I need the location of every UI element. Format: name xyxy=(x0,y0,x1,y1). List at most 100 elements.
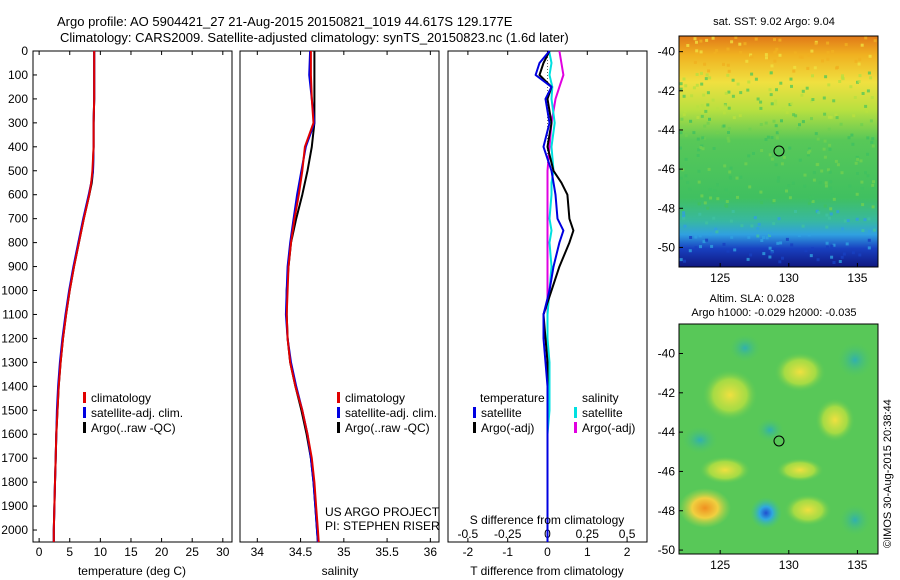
map-y-tick-label: -44 xyxy=(658,123,676,137)
sst-pixel xyxy=(774,124,778,128)
sst-pixel xyxy=(745,59,749,63)
sst-pixel xyxy=(811,196,815,200)
sla-blob xyxy=(774,352,826,392)
legend-label-t-argo: Argo(-adj) xyxy=(481,421,534,435)
sst-pixel xyxy=(710,244,714,248)
sst-pixel xyxy=(760,201,764,205)
map-y-tick-label: -48 xyxy=(658,504,676,518)
sst-pixel xyxy=(776,241,780,245)
sst-pixel xyxy=(770,64,774,68)
sst-pixel xyxy=(825,241,829,245)
sst-pixel xyxy=(806,66,810,70)
sst-pixel xyxy=(679,176,683,180)
x-tick-label: -1 xyxy=(502,545,513,559)
sst-pixel xyxy=(856,172,859,175)
sst-pixel xyxy=(809,254,813,258)
sst-pixel xyxy=(729,192,733,196)
sla-map-subtitle: Argo h1000: -0.029 h2000: -0.035 xyxy=(691,307,856,319)
sst-pixel xyxy=(861,92,865,95)
sst-pixel xyxy=(756,234,760,238)
sst-pixel xyxy=(724,204,728,207)
sst-pixel xyxy=(682,113,686,117)
sst-pixel xyxy=(704,109,708,113)
y-tick-label: 1600 xyxy=(1,427,28,441)
sst-pixel xyxy=(679,87,683,91)
sst-pixel xyxy=(779,241,783,245)
legend-swatch-t-argo xyxy=(473,422,476,433)
sst-pixel xyxy=(825,213,829,217)
sst-pixel xyxy=(835,116,839,120)
y-tick-label: 200 xyxy=(8,92,28,106)
sst-pixel xyxy=(856,80,859,84)
sst-pixel xyxy=(700,194,704,198)
sst-pixel xyxy=(699,50,703,54)
sst-pixel xyxy=(768,232,772,236)
legend-label-s-argo: Argo(-adj) xyxy=(582,421,635,435)
sst-pixel xyxy=(706,121,710,125)
sst-pixel xyxy=(860,187,864,190)
sst-pixel xyxy=(871,144,875,148)
sst-pixel xyxy=(762,236,765,239)
sst-pixel xyxy=(806,153,810,157)
sst-pixel xyxy=(727,131,730,134)
sst-pixel xyxy=(811,247,814,250)
sst-pixel xyxy=(730,40,734,44)
sst-pixel xyxy=(824,184,828,188)
sst-pixel xyxy=(715,49,719,52)
sst-pixel xyxy=(730,235,734,239)
map-x-tick-label: 135 xyxy=(847,271,867,285)
temperature-profiles xyxy=(52,51,96,542)
sst-pixel xyxy=(847,136,851,140)
sst-pixel xyxy=(836,163,840,167)
sst-pixel xyxy=(682,211,686,215)
sst-pixel xyxy=(820,108,824,112)
sst-pixel xyxy=(775,131,779,135)
sst-pixel xyxy=(708,232,712,236)
sst-pixel xyxy=(834,113,838,117)
sst-pixel xyxy=(815,163,819,167)
sst-map-axes: 125 130 135 -40 -42 -44 -46 -48 -50 xyxy=(658,45,868,285)
sst-pixel xyxy=(702,106,706,110)
sst-pixel xyxy=(762,252,766,256)
top-x-tick-label: 0.5 xyxy=(619,527,636,541)
sst-pixel xyxy=(731,94,735,98)
sst-pixel xyxy=(699,146,703,149)
sst-pixel xyxy=(712,216,716,220)
sst-pixel xyxy=(749,53,753,57)
sla-blob xyxy=(839,504,871,536)
figure-title-line1: Argo profile: AO 5904421_27 21-Aug-2015 … xyxy=(57,14,513,29)
sst-pixel xyxy=(707,167,711,171)
map-y-tick-label: -42 xyxy=(658,84,676,98)
map-x-tick-label: 130 xyxy=(779,558,799,572)
sst-pixel xyxy=(684,174,688,178)
sst-pixel xyxy=(867,71,871,75)
sst-pixel xyxy=(865,109,869,113)
sst-pixel xyxy=(764,53,768,57)
sst-pixel xyxy=(858,253,862,257)
sst-pixel xyxy=(683,259,686,263)
sst-pixel xyxy=(828,147,832,151)
sst-pixel xyxy=(794,210,797,213)
y-tick-label: 1700 xyxy=(1,451,28,465)
salinity-axes xyxy=(239,50,440,543)
sst-pixel xyxy=(776,179,780,183)
sst-pixel xyxy=(765,236,769,240)
sst-pixel xyxy=(869,119,873,123)
sst-pixel xyxy=(773,38,776,42)
legend-swatch-satellite xyxy=(337,407,340,418)
sst-pixel xyxy=(871,183,875,187)
sst-pixel xyxy=(781,107,785,111)
sst-pixel xyxy=(848,184,852,188)
sst-pixel xyxy=(750,224,754,228)
sst-pixel xyxy=(854,161,858,165)
sst-pixel xyxy=(845,242,849,246)
sst-pixel xyxy=(768,246,772,250)
sst-pixel xyxy=(829,186,832,190)
sla-map-frame xyxy=(678,323,879,555)
sst-pixel xyxy=(727,69,731,73)
sst-pixel xyxy=(873,228,876,232)
legend-label-t-satellite: satellite xyxy=(481,406,522,420)
sst-pixel xyxy=(688,249,692,253)
sst-pixel xyxy=(841,227,844,231)
sst-pixel xyxy=(715,230,719,234)
